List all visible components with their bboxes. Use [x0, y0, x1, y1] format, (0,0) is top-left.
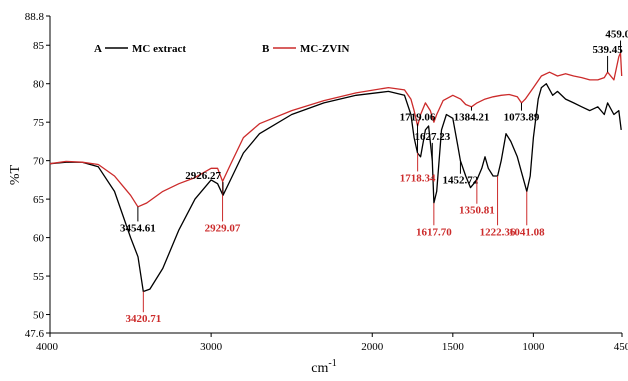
peak-label: 1452.72	[443, 175, 479, 187]
y-tick-label: 50	[33, 310, 45, 322]
legend-b-label: MC-ZVIN	[300, 43, 350, 55]
series-line-mc-zvin	[49, 52, 623, 208]
y-tick-label: 80	[33, 79, 45, 91]
legend-b-letter: B	[262, 43, 270, 55]
y-tick-label: 65	[33, 194, 45, 206]
y-tick-label: 55	[33, 271, 45, 283]
peak-label: 1627.23	[414, 131, 450, 143]
y-axis-label: %T	[8, 164, 23, 185]
y-tick-label: 88.8	[25, 11, 45, 23]
x-axis-label-exponent: -1	[328, 358, 336, 369]
x-tick-label: 4000	[36, 341, 59, 353]
x-axis-label-unit: cm	[311, 361, 328, 376]
y-tick-label: 75	[33, 117, 45, 129]
y-tick-label: 85	[33, 40, 45, 52]
peak-label: 459.07	[605, 29, 628, 41]
peak-label: 1718.34	[400, 172, 436, 184]
peak-label: 3420.71	[125, 313, 161, 325]
peak-label: 3454.61	[120, 222, 156, 234]
peak-label: 1617.70	[416, 226, 452, 238]
peak-label: 1041.08	[509, 226, 545, 238]
peak-label: 1384.21	[454, 112, 490, 124]
legend-a-letter: A	[94, 43, 102, 55]
peak-label: 1719.06	[400, 112, 436, 124]
peak-label: 1073.89	[504, 112, 540, 124]
peak-label: 2926.27	[185, 170, 221, 182]
x-tick-label: 2000	[361, 341, 384, 353]
peak-label: 1222.36	[480, 226, 516, 238]
peak-label: 1350.81	[459, 205, 495, 217]
peak-label: 539.45	[592, 44, 623, 56]
series-line-mc-extract	[49, 83, 622, 293]
x-tick-label: 1000	[522, 341, 545, 353]
x-tick-label: 3000	[200, 341, 223, 353]
legend: A MC extract B MC-ZVIN	[94, 43, 350, 55]
y-tick-label: 70	[33, 156, 45, 168]
x-axis-label: cm-1	[311, 358, 336, 376]
legend-a-label: MC extract	[132, 43, 186, 55]
x-tick-label: 1500	[442, 341, 465, 353]
y-tick-label: 47.6	[25, 328, 45, 340]
y-tick-label: 60	[33, 233, 45, 245]
peak-label: 2929.07	[205, 222, 241, 234]
x-tick-label: 450	[614, 341, 628, 353]
